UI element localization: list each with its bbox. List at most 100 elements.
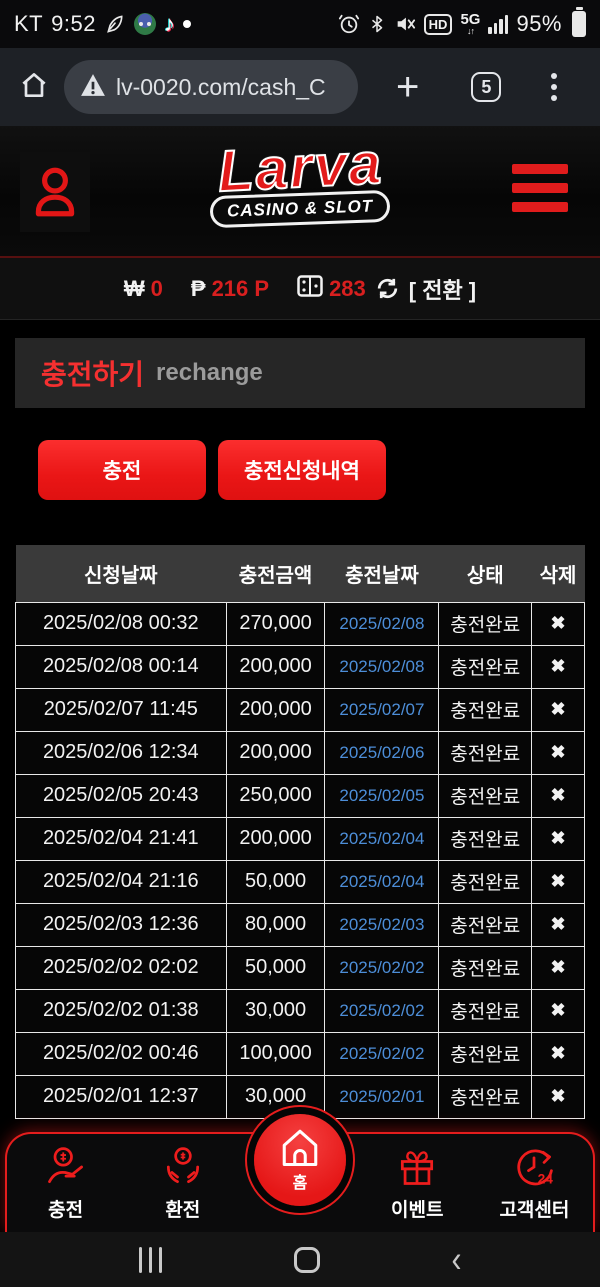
delete-row-button[interactable]: ✖ [531, 773, 585, 818]
action-buttons: 충전 충전신청내역 [38, 440, 386, 500]
nav-label: 홈 [292, 1175, 308, 1192]
profile-button[interactable] [20, 152, 90, 232]
cell-charge-date[interactable]: 2025/02/07 [324, 687, 440, 732]
coupon-value: 283 [329, 275, 366, 301]
cell-request-date: 2025/02/03 12:36 [15, 902, 227, 947]
cell-status: 충전완료 [438, 859, 533, 904]
cell-charge-date[interactable]: 2025/02/03 [324, 902, 440, 947]
cell-request-date: 2025/02/04 21:41 [15, 816, 227, 861]
cell-amount: 100,000 [225, 1031, 326, 1076]
cell-status: 충전완료 [438, 988, 533, 1033]
cell-amount: 270,000 [225, 601, 326, 646]
cell-status: 충전완료 [438, 730, 533, 775]
table-row: 2025/02/04 21:41 200,000 2025/02/04 충전완료… [15, 816, 585, 861]
convert-button[interactable]: [ 전환 ] [408, 277, 477, 303]
quill-icon [104, 13, 126, 35]
cell-charge-date[interactable]: 2025/02/04 [324, 859, 440, 904]
cell-status: 충전완료 [438, 773, 533, 818]
table-row: 2025/02/02 02:02 50,000 2025/02/02 충전완료 … [15, 945, 585, 990]
cell-charge-date[interactable]: 2025/02/06 [324, 730, 440, 775]
col-header-status: 상태 [438, 545, 532, 602]
col-header-amount: 충전금액 [226, 545, 325, 602]
col-header-request-date: 신청날짜 [15, 545, 227, 602]
delete-row-button[interactable]: ✖ [531, 687, 585, 732]
table-row: 2025/02/02 00:46 100,000 2025/02/02 충전완료… [15, 1031, 585, 1076]
hd-badge: HD [423, 13, 453, 35]
menu-hamburger-button[interactable] [512, 164, 568, 212]
cell-amount: 30,000 [225, 1074, 326, 1119]
recents-button[interactable] [138, 1246, 162, 1273]
cell-request-date: 2025/02/08 00:14 [15, 644, 227, 689]
delete-row-button[interactable]: ✖ [531, 988, 585, 1033]
person-icon [35, 167, 75, 217]
exchange-hands-icon [166, 1146, 199, 1183]
android-home-button[interactable] [293, 1246, 320, 1273]
delete-row-button[interactable]: ✖ [531, 945, 585, 990]
cell-amount: 250,000 [225, 773, 326, 818]
insecure-warning-icon[interactable] [80, 73, 106, 102]
delete-row-button[interactable]: ✖ [531, 644, 585, 689]
delete-row-button[interactable]: ✖ [531, 816, 585, 861]
tab-counter-button[interactable]: 5 [471, 72, 502, 102]
cell-amount: 200,000 [225, 816, 326, 861]
refresh-icon[interactable] [375, 276, 400, 301]
delete-row-button[interactable]: ✖ [531, 859, 585, 904]
charge-hand-coin-icon [47, 1146, 83, 1183]
cell-charge-date[interactable]: 2025/02/02 [324, 945, 440, 990]
won-symbol: ₩ [123, 275, 145, 301]
dot-icon [182, 20, 191, 28]
cell-request-date: 2025/02/08 00:32 [15, 601, 227, 646]
delete-row-button[interactable]: ✖ [531, 601, 585, 646]
cell-charge-date[interactable]: 2025/02/04 [324, 816, 440, 861]
cell-charge-date[interactable]: 2025/02/08 [324, 644, 440, 689]
bottom-nav: 충전 환전 홈 [5, 1114, 595, 1232]
alarm-icon [338, 13, 360, 35]
cell-charge-date[interactable]: 2025/02/02 [324, 1031, 440, 1076]
cell-charge-date[interactable]: 2025/02/01 [324, 1074, 440, 1119]
cell-charge-date[interactable]: 2025/02/08 [324, 601, 440, 646]
table-header-row: 신청날짜 충전금액 충전날짜 상태 삭제 [15, 545, 585, 602]
carrier-label: KT [14, 11, 44, 36]
cell-status: 충전완료 [438, 644, 533, 689]
nav-label: 충전 [48, 1199, 84, 1221]
delete-row-button[interactable]: ✖ [531, 1031, 585, 1076]
nav-item-home[interactable]: 홈 [254, 1114, 346, 1206]
cell-request-date: 2025/02/02 02:02 [15, 945, 227, 990]
cell-request-date: 2025/02/07 11:45 [15, 687, 227, 732]
browser-home-button[interactable] [18, 69, 50, 106]
browser-menu-button[interactable] [551, 73, 558, 101]
new-tab-button[interactable]: + [396, 65, 420, 109]
url-text[interactable]: lv-0020.com/cash_C [116, 73, 326, 100]
tiktok-icon: ♪ [163, 11, 175, 36]
won-value: 0 [150, 275, 163, 301]
table-row: 2025/02/02 01:38 30,000 2025/02/02 충전완료 … [15, 988, 585, 1033]
delete-row-button[interactable]: ✖ [531, 730, 585, 775]
cell-status: 충전완료 [438, 601, 533, 646]
cell-charge-date[interactable]: 2025/02/05 [324, 773, 440, 818]
delete-row-button[interactable]: ✖ [531, 902, 585, 947]
url-bar[interactable]: lv-0020.com/cash_C [64, 60, 358, 114]
cell-status: 충전완료 [438, 902, 533, 947]
cell-request-date: 2025/02/02 01:38 [15, 988, 227, 1033]
cell-status: 충전완료 [438, 687, 533, 732]
nav-item-charge[interactable]: 충전 [7, 1134, 124, 1232]
back-button[interactable]: ‹ [451, 1238, 462, 1280]
delete-row-button[interactable]: ✖ [531, 1074, 585, 1119]
nav-item-support[interactable]: 24 고객센터 [476, 1134, 593, 1232]
cell-request-date: 2025/02/04 21:16 [15, 859, 227, 904]
nav-item-exchange[interactable]: 환전 [124, 1134, 241, 1232]
5g-icon: 5G ↓↑ [460, 11, 481, 36]
peso-symbol: ₱ [190, 275, 206, 301]
page-subtitle: rechange [156, 359, 263, 386]
site-logo[interactable]: Larva CASINO & SLOT [0, 130, 600, 229]
table-row: 2025/02/05 20:43 250,000 2025/02/05 충전완료… [15, 773, 585, 818]
cell-charge-date[interactable]: 2025/02/02 [324, 988, 440, 1033]
charge-button[interactable]: 충전 [38, 440, 206, 500]
battery-percent: 95% [516, 11, 562, 36]
gift-icon [401, 1150, 434, 1185]
bluetooth-icon [368, 13, 386, 35]
svg-text:24: 24 [538, 1171, 554, 1186]
charge-history-button[interactable]: 충전신청내역 [218, 440, 386, 500]
nav-item-events[interactable]: 이벤트 [359, 1134, 476, 1232]
